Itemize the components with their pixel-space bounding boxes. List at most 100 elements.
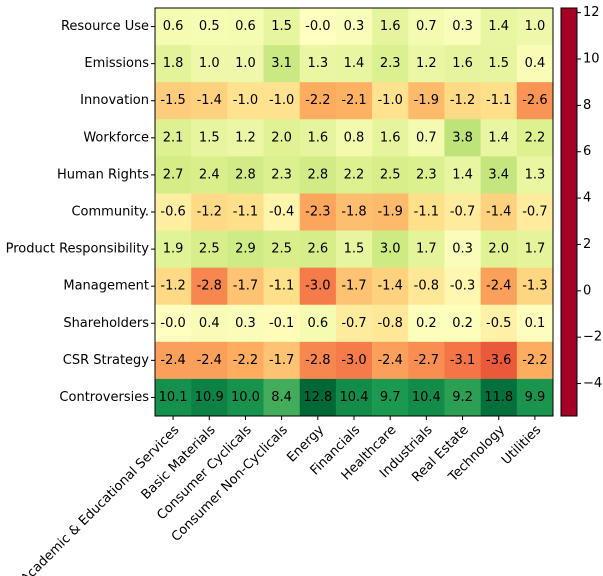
heatmap-cell bbox=[155, 193, 192, 231]
cell-label: 3.4 bbox=[488, 167, 509, 182]
cell-label: 2.2 bbox=[525, 130, 546, 145]
cell-label: 1.5 bbox=[271, 19, 292, 34]
cell-label: -0.0 bbox=[305, 19, 330, 34]
y-tick-label: Controversies bbox=[59, 390, 149, 405]
cell-label: -1.2 bbox=[197, 205, 222, 220]
cell-label: -2.2 bbox=[233, 353, 258, 368]
heatmap-cell bbox=[516, 82, 554, 120]
heatmap-cell bbox=[516, 267, 554, 306]
heatmap-cell bbox=[408, 8, 445, 46]
cell-label: 1.4 bbox=[488, 130, 509, 145]
cell-label: 0.3 bbox=[452, 19, 473, 34]
cell-label: 9.7 bbox=[380, 390, 401, 405]
cell-label: -1.1 bbox=[414, 205, 439, 220]
cell-label: -2.2 bbox=[305, 93, 330, 108]
heatmap-cell bbox=[408, 82, 445, 120]
heatmap-cell bbox=[444, 304, 481, 343]
heatmap-cell bbox=[480, 378, 518, 417]
cell-label: -0.1 bbox=[269, 316, 294, 331]
y-tick-label: Human Rights bbox=[57, 167, 149, 182]
cell-label: -3.0 bbox=[305, 279, 330, 294]
cell-label: 0.6 bbox=[307, 316, 328, 331]
colorbar-tick-label: 12 bbox=[583, 5, 600, 20]
cell-label: -2.4 bbox=[197, 353, 222, 368]
heatmap-cell bbox=[480, 341, 518, 380]
heatmap-cell bbox=[372, 230, 409, 268]
cell-label: 2.8 bbox=[307, 167, 328, 182]
heatmap-cell bbox=[335, 82, 373, 120]
heatmap-cell bbox=[444, 230, 481, 268]
cell-label: -1.7 bbox=[233, 279, 258, 294]
colorbar-tick-label: 2 bbox=[583, 237, 591, 252]
cell-label: 0.5 bbox=[199, 19, 220, 34]
heatmap-cell bbox=[227, 378, 264, 417]
heatmap-cell bbox=[480, 82, 518, 120]
heatmap-cell bbox=[263, 82, 301, 120]
cell-label: -1.1 bbox=[486, 93, 511, 108]
cell-label: 1.7 bbox=[525, 242, 546, 257]
heatmap-cell bbox=[516, 156, 554, 194]
heatmap-cell bbox=[263, 304, 301, 343]
cell-label: -1.8 bbox=[341, 205, 366, 220]
heatmap-cell bbox=[335, 156, 373, 194]
heatmap-cell bbox=[444, 45, 481, 83]
cell-label: 0.7 bbox=[416, 19, 437, 34]
cell-label: -2.1 bbox=[341, 93, 366, 108]
colorbar-tick-label: 6 bbox=[583, 144, 591, 159]
cell-label: 2.3 bbox=[416, 167, 437, 182]
heatmap-cell bbox=[299, 341, 337, 380]
heatmap-cell bbox=[516, 193, 554, 231]
cell-label: -1.4 bbox=[197, 93, 222, 108]
heatmap-cell bbox=[516, 230, 554, 268]
cell-label: 1.5 bbox=[344, 242, 365, 257]
heatmap-cell bbox=[480, 156, 518, 194]
cell-label: 2.7 bbox=[163, 167, 184, 182]
y-tick-label: Product Responsibility bbox=[6, 242, 150, 257]
colorbar-tick-label: 4 bbox=[583, 191, 591, 206]
colorbar-tick-label: 10 bbox=[583, 52, 600, 67]
heatmap-cell bbox=[335, 378, 373, 417]
cell-label: 0.8 bbox=[344, 130, 365, 145]
heatmap-cell bbox=[263, 267, 301, 306]
heatmap-cell bbox=[263, 230, 301, 268]
heatmap-cell bbox=[191, 82, 228, 120]
heatmap-cell bbox=[263, 193, 301, 231]
cell-label: 2.0 bbox=[271, 130, 292, 145]
heatmap-cell bbox=[191, 230, 228, 268]
heatmap-cell bbox=[335, 230, 373, 268]
cell-label: 2.0 bbox=[488, 242, 509, 257]
heatmap-cell bbox=[227, 304, 264, 343]
cell-label: 2.6 bbox=[307, 242, 328, 257]
colorbar-tick-label: 8 bbox=[583, 98, 591, 113]
cell-label: -2.8 bbox=[197, 279, 222, 294]
cell-label: 1.4 bbox=[452, 167, 473, 182]
y-tick-label: Management bbox=[63, 279, 149, 294]
cell-label: -2.2 bbox=[522, 353, 547, 368]
cell-label: -1.9 bbox=[377, 205, 402, 220]
heatmap-cell bbox=[444, 267, 481, 306]
cell-label: 1.2 bbox=[235, 130, 256, 145]
cell-label: 2.2 bbox=[344, 167, 365, 182]
cell-label: -0.7 bbox=[522, 205, 547, 220]
cell-label: -1.2 bbox=[160, 279, 185, 294]
cell-label: 1.6 bbox=[380, 19, 401, 34]
heatmap-cell bbox=[516, 378, 554, 417]
heatmap-cell bbox=[191, 8, 228, 46]
cell-label: 0.3 bbox=[344, 19, 365, 34]
heatmap-cell bbox=[263, 341, 301, 380]
heatmap-cell bbox=[263, 8, 301, 46]
cell-label: -2.4 bbox=[377, 353, 402, 368]
heatmap-cell bbox=[480, 267, 518, 306]
heatmap-cell bbox=[408, 304, 445, 343]
cell-label: 1.6 bbox=[380, 130, 401, 145]
cell-label: -0.6 bbox=[160, 205, 185, 220]
heatmap-cell bbox=[299, 8, 337, 46]
cell-label: -0.3 bbox=[450, 279, 475, 294]
heatmap-cell bbox=[191, 45, 228, 83]
heatmap-cell bbox=[155, 82, 192, 120]
heatmap-cell bbox=[227, 82, 264, 120]
cell-label: -3.6 bbox=[486, 353, 511, 368]
cell-label: -0.8 bbox=[377, 316, 402, 331]
heatmap-cell bbox=[155, 119, 192, 157]
